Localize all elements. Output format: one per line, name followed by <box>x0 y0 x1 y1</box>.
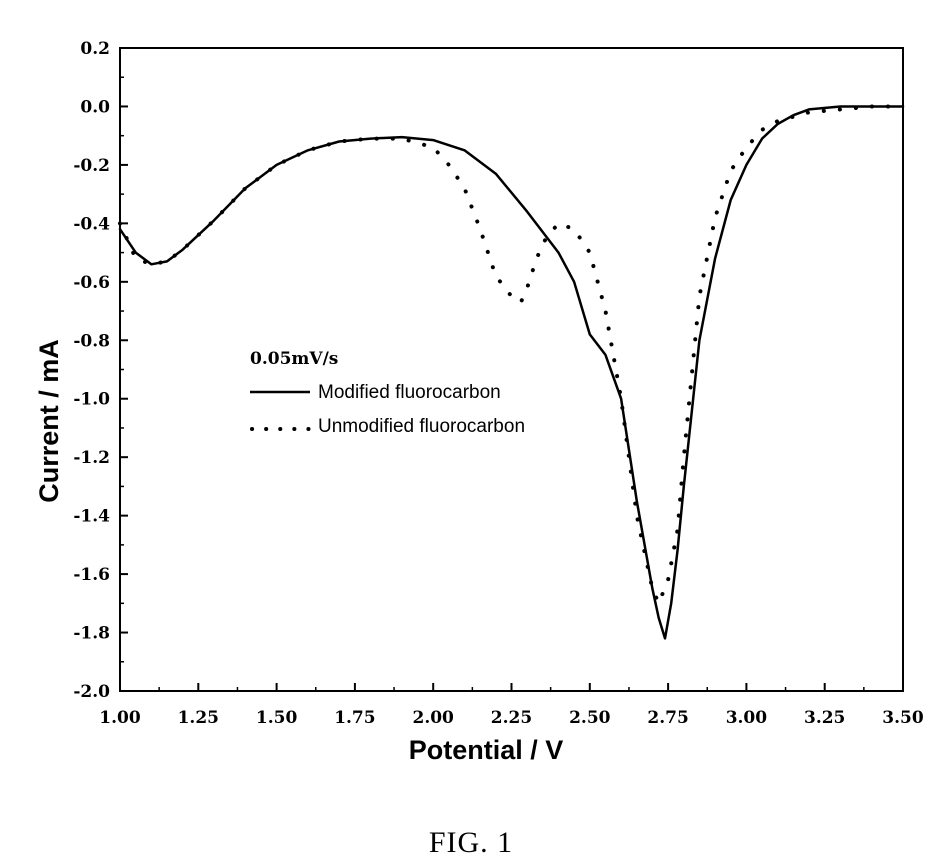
x-tick-label: 2.75 <box>647 708 688 728</box>
y-tick-label: -1.0 <box>73 390 110 410</box>
x-tick-label: 3.00 <box>726 708 768 728</box>
y-tick-label: -0.6 <box>73 273 110 293</box>
y-tick-label: -0.2 <box>73 156 110 176</box>
y-tick-label: -1.6 <box>73 565 110 585</box>
series-line-unmodified <box>118 104 905 606</box>
y-tick-label: 0.2 <box>80 39 110 59</box>
y-axis-title: Current / mA <box>34 339 64 503</box>
x-axis-title: Potential / V <box>409 735 564 765</box>
y-tick-label: -2.0 <box>73 682 110 702</box>
chart: 1.00 1.25 1.50 1.75 2.00 2.25 2.50 2.75 3.00 3.25… <box>34 39 924 765</box>
series-line-modified <box>118 105 905 640</box>
y-axis: 0.2 0.0 -0.2 -0.4 -0.6 -0.8 -1.0 -1.2 -1.4 -1.6 -1… <box>73 39 128 702</box>
x-tick-label: 1.50 <box>256 708 298 728</box>
plot-area <box>119 47 904 692</box>
y-tick-label: -1.4 <box>73 507 110 527</box>
legend: 0.05mV/s Modified fluorocarbon Unmodifie… <box>250 349 525 437</box>
x-tick-label: 2.50 <box>569 708 611 728</box>
x-tick-label: 1.25 <box>178 708 219 728</box>
x-tick-label: 3.50 <box>882 708 924 728</box>
y-tick-label: 0.0 <box>80 97 110 117</box>
series-layer <box>118 104 905 640</box>
x-axis: 1.00 1.25 1.50 1.75 2.00 2.25 2.50 2.75 3.00 3.25… <box>99 683 924 728</box>
x-tick-label: 2.25 <box>491 708 532 728</box>
x-tick-label: 2.00 <box>412 708 454 728</box>
x-tick-label: 1.75 <box>334 708 375 728</box>
figure-caption: FIG. 1 <box>428 826 514 859</box>
x-tick-label: 1.00 <box>99 708 141 728</box>
legend-label-modified: Modified fluorocarbon <box>318 382 501 403</box>
y-tick-label: -1.2 <box>73 448 110 468</box>
y-tick-label: -1.8 <box>73 624 110 644</box>
y-tick-label: -0.8 <box>73 331 110 351</box>
legend-label-unmodified: Unmodified fluorocarbon <box>318 416 525 437</box>
legend-title: 0.05mV/s <box>250 349 338 369</box>
x-tick-label: 3.25 <box>804 708 845 728</box>
y-tick-label: -0.4 <box>73 214 110 234</box>
plot-frame <box>119 47 904 692</box>
